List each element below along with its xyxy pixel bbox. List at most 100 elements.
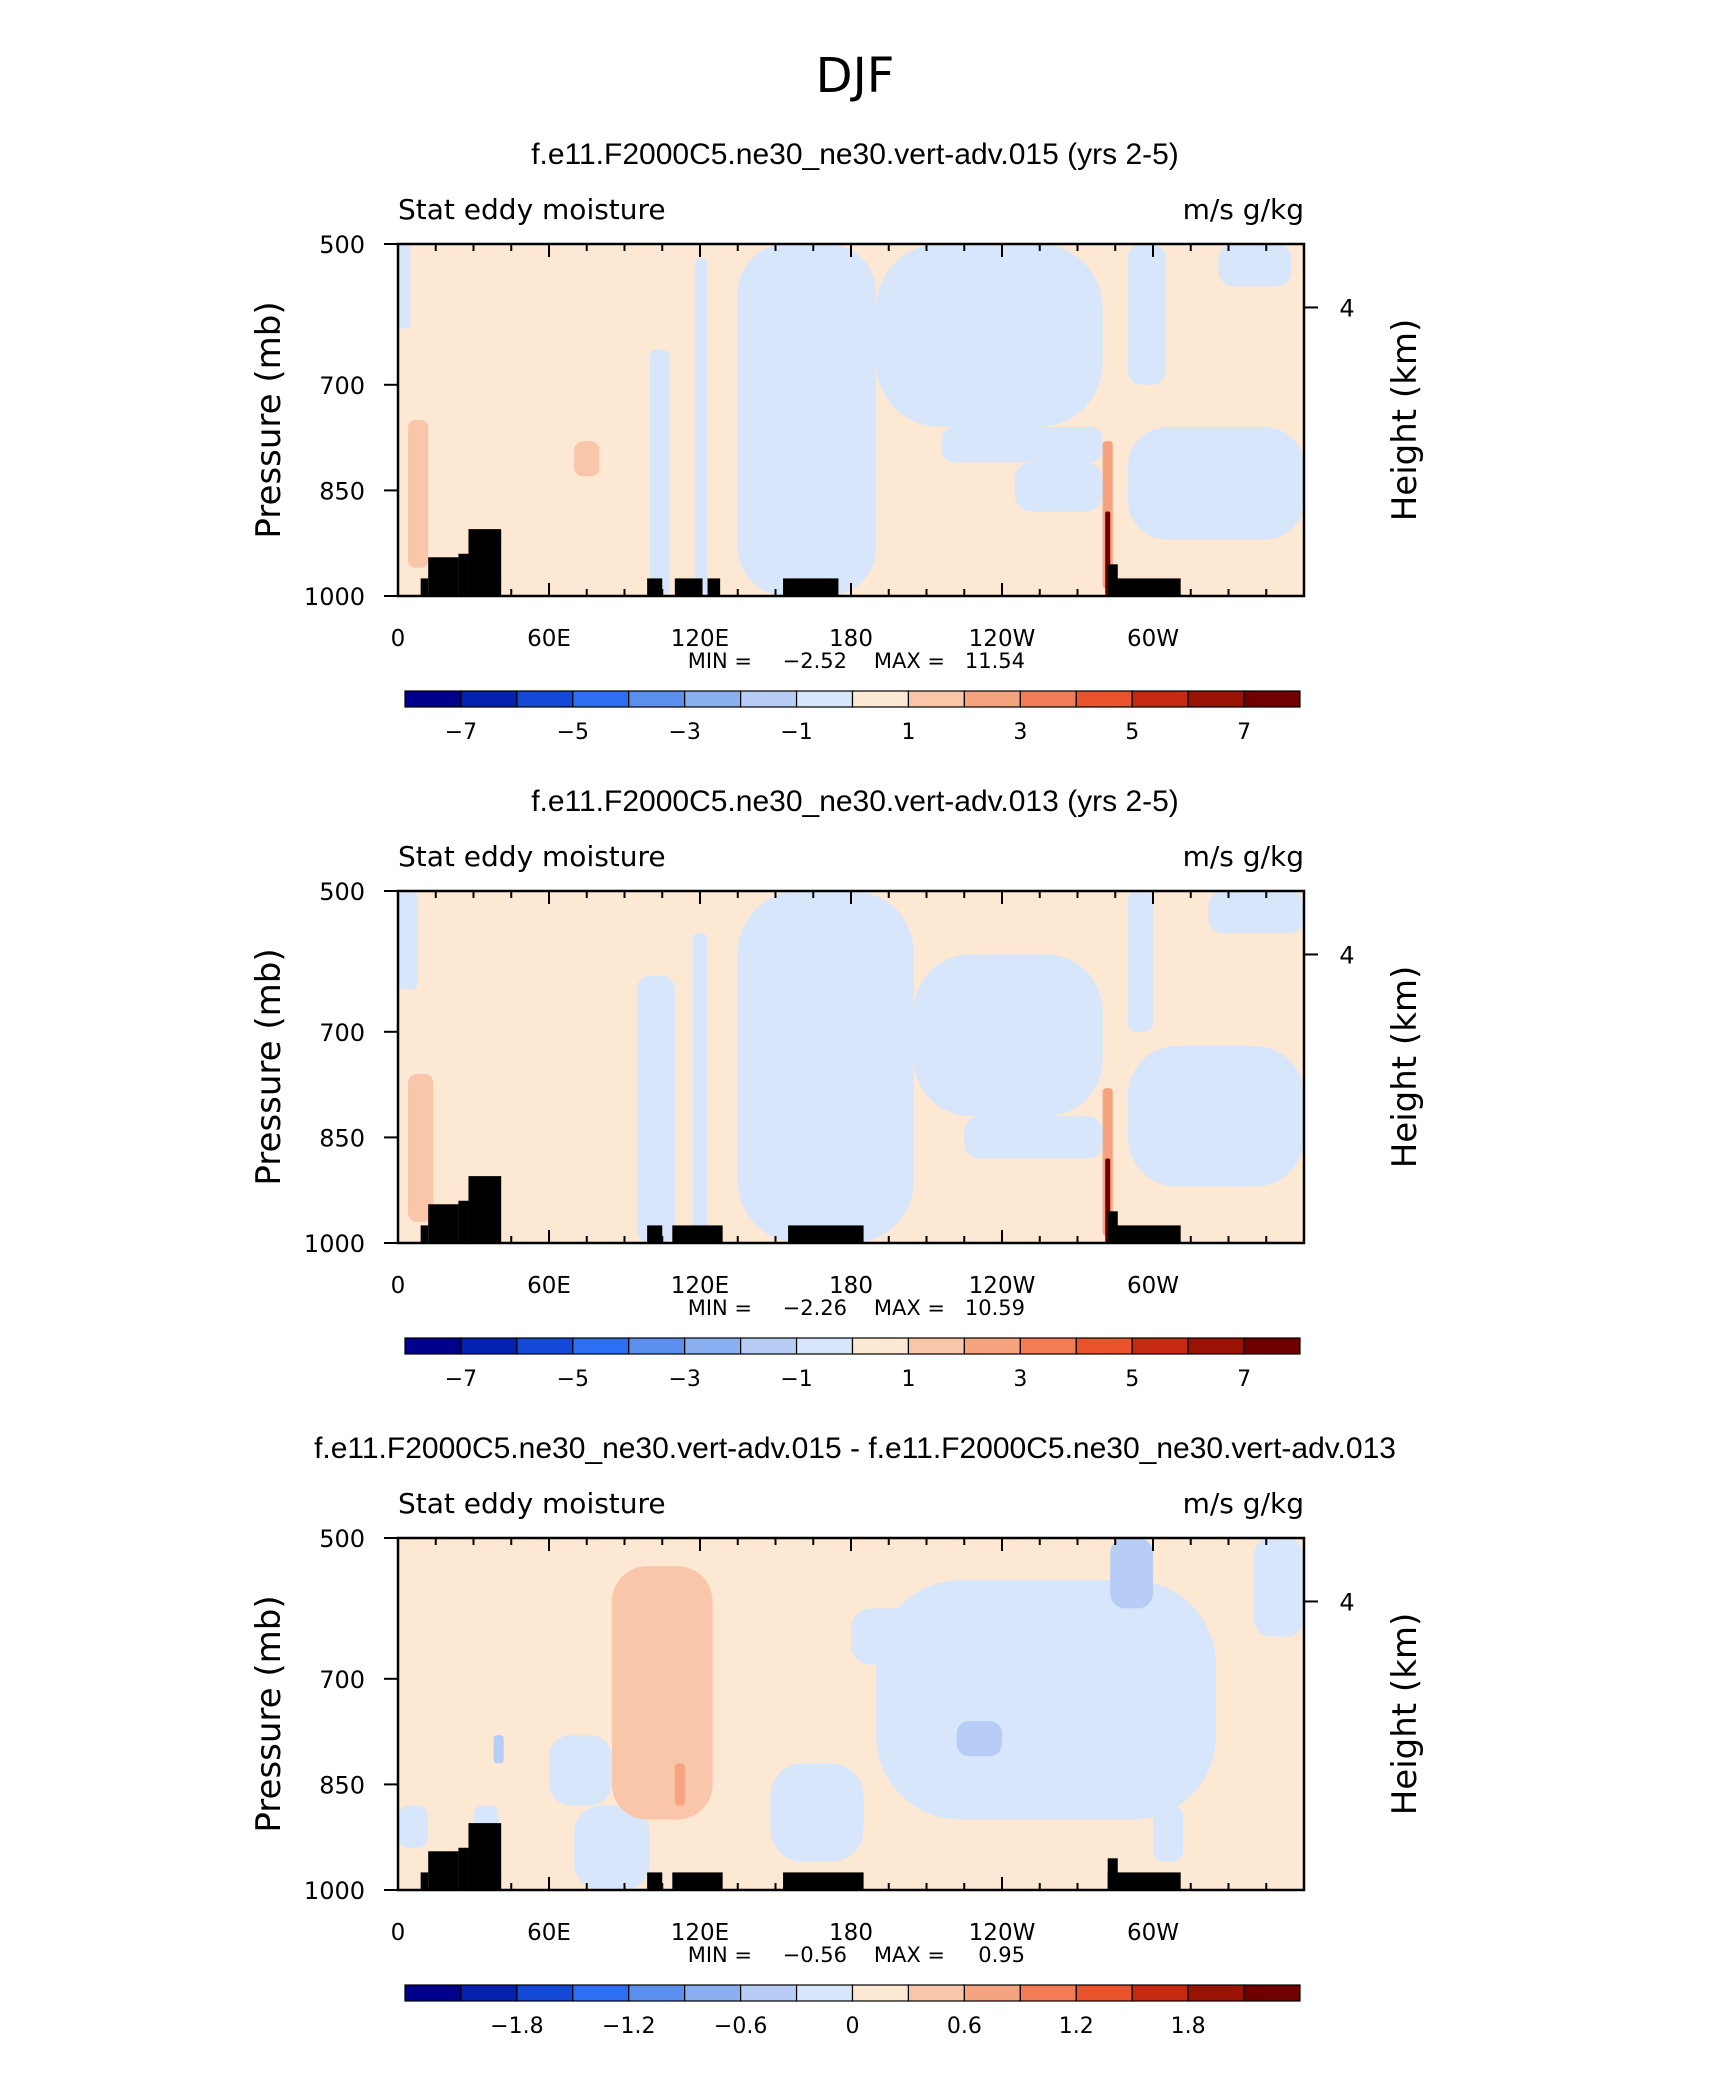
colorbar-cell [460, 1984, 518, 2002]
land-mask-block [672, 1872, 723, 1890]
contour-region [851, 1608, 1153, 1665]
x-tick-label: 180 [829, 1920, 873, 1946]
land-mask-block [672, 1225, 723, 1243]
colorbar-label: −5 [557, 720, 589, 745]
contour-region [493, 1735, 504, 1764]
contour-region [1218, 244, 1292, 287]
colorbar-cell [907, 1984, 965, 2002]
panels: f.e11.F2000C5.ne30_ne30.vert-adv.015 (yr… [249, 138, 1425, 2039]
colorbar-label: 3 [1013, 720, 1027, 745]
contour-region [398, 891, 419, 990]
land-mask-block [647, 578, 663, 596]
colorbar-cell [684, 1984, 742, 2002]
max-value: 11.54 [965, 649, 1025, 673]
y-tick-label: 850 [319, 1771, 365, 1799]
y-tick-label: 1000 [304, 1230, 365, 1258]
colorbar-label: −3 [668, 720, 700, 745]
colorbar-cell [1075, 1337, 1133, 1355]
x-tick-label: 60W [1127, 626, 1179, 652]
right-tick-label: 4 [1339, 294, 1354, 322]
colorbar-cell [963, 1337, 1021, 1355]
colorbar-label: 1 [901, 1367, 915, 1392]
land-mask-block [788, 1225, 864, 1243]
colorbar-cell [516, 690, 574, 708]
colorbar-cell [1075, 1984, 1133, 2002]
x-tick-label: 0 [391, 1920, 406, 1946]
right-axis-title: Height (km) [1385, 966, 1425, 1169]
colorbar-cell [1243, 690, 1301, 708]
colorbar-label: 7 [1237, 1367, 1251, 1392]
colorbar-cell [1019, 1984, 1077, 2002]
contour-region [611, 1566, 713, 1820]
land-mask-block [420, 578, 429, 596]
colorbar-cell [1131, 1984, 1189, 2002]
land-mask-block [458, 553, 469, 596]
contour-region [549, 1735, 612, 1806]
contour-region [692, 933, 708, 1243]
colorbar-cell [851, 1984, 910, 2002]
colorbar-cell [963, 1984, 1021, 2002]
contour-region [1014, 462, 1103, 512]
colorbar-label: −1 [780, 1367, 812, 1392]
colorbar-label: 3 [1013, 1367, 1027, 1392]
colorbar-cell [404, 690, 462, 708]
min-label: MIN = [688, 1943, 752, 1967]
figure-title: DJF [816, 48, 895, 104]
x-tick-label: 60E [527, 1920, 571, 1946]
colorbar-label: 0 [846, 2014, 860, 2039]
chart-panel-1: f.e11.F2000C5.ne30_ne30.vert-adv.015 (yr… [249, 138, 1425, 745]
colorbar-cell [795, 1984, 854, 2002]
colorbar-cell [684, 1337, 742, 1355]
min-value: −2.26 [783, 1296, 847, 1320]
land-mask-block [428, 1204, 459, 1243]
contour-region [1208, 891, 1304, 934]
x-tick-label: 60W [1127, 1273, 1179, 1299]
y-tick-label: 850 [319, 1124, 365, 1152]
contour-field [398, 1538, 1304, 1890]
colorbar-label: −1 [780, 720, 812, 745]
contour-region [737, 244, 877, 596]
colorbar-cell [907, 690, 965, 708]
right-tick-label: 4 [1339, 1588, 1354, 1616]
contour-region [956, 1721, 1002, 1757]
contour-region [770, 1763, 864, 1862]
colorbar-label: 1.2 [1059, 2014, 1094, 2039]
colorbar-label: −7 [445, 1367, 477, 1392]
max-label: MAX = [874, 649, 945, 673]
left-string: Stat eddy moisture [398, 193, 666, 226]
max-label: MAX = [874, 1296, 945, 1320]
contour-region [964, 1116, 1103, 1159]
contour-region [1127, 891, 1153, 1032]
x-tick-label: 180 [829, 626, 873, 652]
land-mask-block [783, 578, 839, 596]
right-string: m/s g/kg [1183, 840, 1304, 873]
colorbar-cell [684, 690, 742, 708]
min-value: −0.56 [783, 1943, 847, 1967]
x-tick-label: 120W [969, 626, 1036, 652]
y-tick-label: 850 [319, 477, 365, 505]
contour-region [408, 420, 429, 568]
land-mask-block [707, 578, 721, 596]
colorbar-cell [516, 1984, 574, 2002]
panel-title: f.e11.F2000C5.ne30_ne30.vert-adv.015 (yr… [531, 138, 1179, 171]
right-string: m/s g/kg [1183, 1487, 1304, 1520]
colorbar-cell [572, 690, 630, 708]
x-tick-label: 60W [1127, 1920, 1179, 1946]
colorbar-cell [460, 1337, 518, 1355]
colorbar-label: 1 [901, 720, 915, 745]
contour-field [398, 891, 1304, 1243]
land-mask-block [647, 1225, 663, 1243]
y-axis-title: Pressure (mb) [249, 1595, 289, 1832]
land-mask-block [1107, 1225, 1181, 1243]
contour-region [408, 1074, 434, 1222]
colorbar-cell [1131, 1337, 1189, 1355]
y-tick-label: 500 [319, 1525, 365, 1553]
land-mask-block [420, 1872, 429, 1890]
contour-region [1127, 1045, 1304, 1187]
colorbar-cell [740, 690, 798, 708]
contour-region [1153, 1805, 1184, 1862]
colorbar-cell [628, 1984, 686, 2002]
y-tick-label: 1000 [304, 1877, 365, 1905]
colorbar-cell [1131, 690, 1189, 708]
